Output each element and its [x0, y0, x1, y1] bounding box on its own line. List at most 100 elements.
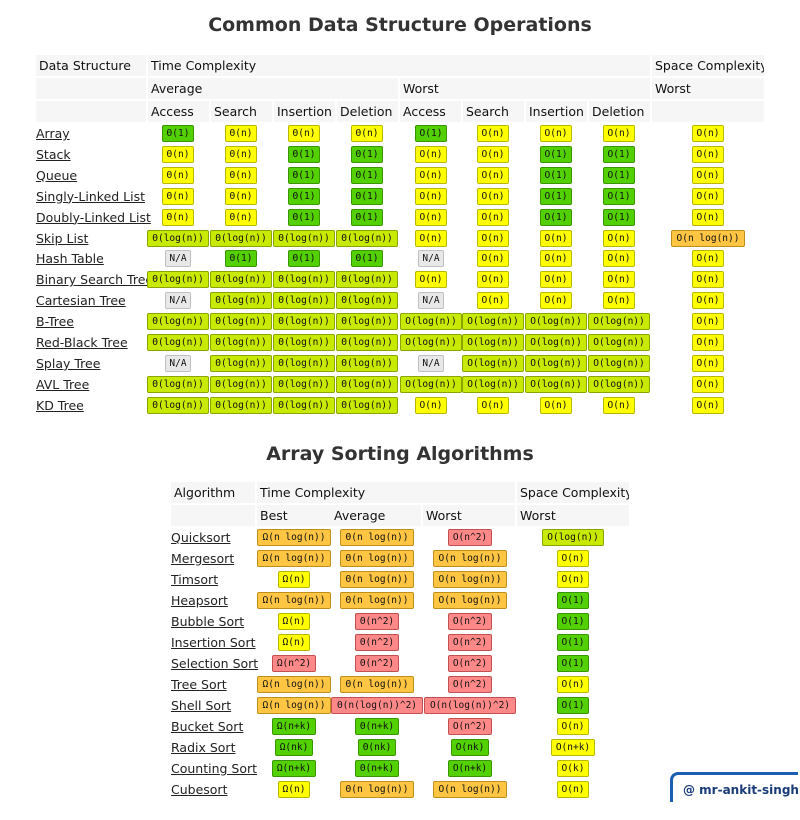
complexity-badge: Ω(n+k) — [272, 760, 316, 777]
complexity-badge: O(log(n)) — [525, 313, 587, 331]
ds-link-binary-search-tree[interactable]: Binary Search Tree — [36, 272, 154, 288]
sort-link-selection-sort[interactable]: Selection Sort — [171, 656, 259, 671]
complexity-badge: O(log(n)) — [462, 313, 524, 331]
complexity-badge: Θ(log(n)) — [210, 313, 272, 331]
complexity-badge: Θ(log(n)) — [147, 396, 209, 414]
complexity-badge: Θ(1) — [351, 187, 383, 205]
complexity-badge: Θ(log(n)) — [273, 334, 335, 351]
complexity-badge: Θ(n log(n)) — [340, 676, 414, 693]
sort-link-counting-sort[interactable]: Counting Sort — [171, 761, 258, 776]
ds-link-skip-list[interactable]: Skip List — [36, 230, 89, 246]
complexity-badge: O(log(n)) — [588, 354, 650, 372]
ds-link-b-tree[interactable]: B-Tree — [36, 314, 74, 330]
complexity-badge: O(n) — [540, 125, 572, 142]
complexity-badge: O(n) — [692, 313, 724, 331]
complexity-badge: O(1) — [540, 208, 572, 226]
ds-link-doubly-linked-list[interactable]: Doubly-Linked List — [36, 209, 151, 225]
complexity-badge: Θ(1) — [162, 125, 194, 142]
ds-link-splay-tree[interactable]: Splay Tree — [36, 355, 101, 371]
complexity-badge: O(log(n)) — [588, 375, 650, 393]
sort-link-bucket-sort[interactable]: Bucket Sort — [171, 719, 244, 734]
sort-header-space-complexity: Space Complexity — [517, 482, 629, 503]
complexity-badge: O(n) — [415, 208, 447, 226]
ds-link-cartesian-tree[interactable]: Cartesian Tree — [36, 293, 126, 309]
sort-header-average: Average — [331, 505, 421, 526]
ds-link-avl-tree[interactable]: AVL Tree — [36, 376, 90, 392]
complexity-badge: Θ(log(n)) — [273, 396, 335, 414]
complexity-badge: Θ(1) — [288, 166, 320, 184]
complexity-badge: Ω(n log(n)) — [257, 676, 331, 693]
sort-header-best: Best — [257, 505, 337, 526]
complexity-badge: O(log(n)) — [400, 334, 462, 351]
ds-link-hash-table[interactable]: Hash Table — [36, 251, 104, 267]
ds-header-worst: Worst — [400, 78, 650, 99]
complexity-badge: Θ(n) — [225, 125, 257, 142]
sort-link-shell-sort[interactable]: Shell Sort — [171, 698, 232, 713]
complexity-badge: O(n) — [692, 375, 724, 393]
complexity-badge: N/A — [418, 250, 444, 268]
complexity-badge: O(1) — [557, 613, 589, 630]
complexity-badge: O(n) — [603, 125, 635, 142]
ds-link-stack[interactable]: Stack — [36, 146, 71, 162]
complexity-badge: O(n log(n)) — [433, 571, 507, 588]
complexity-badge: O(n) — [603, 229, 635, 247]
complexity-badge: Θ(log(n)) — [273, 271, 335, 289]
sort-link-quicksort[interactable]: Quicksort — [171, 530, 231, 545]
sort-link-cubesort[interactable]: Cubesort — [171, 782, 228, 797]
complexity-badge: O(log(n)) — [525, 375, 587, 393]
complexity-badge: Ω(n) — [278, 571, 310, 588]
complexity-badge: Θ(log(n)) — [336, 375, 398, 393]
complexity-badge: Θ(log(n)) — [147, 334, 209, 351]
complexity-badge: Θ(log(n)) — [210, 396, 272, 414]
complexity-badge: Θ(n log(n)) — [340, 592, 414, 609]
complexity-badge: Θ(n^2) — [355, 613, 399, 630]
complexity-badge: Ω(n) — [278, 781, 310, 798]
complexity-badge: O(n+k) — [551, 739, 595, 756]
sort-link-tree-sort[interactable]: Tree Sort — [171, 677, 227, 692]
ds-header-op-search-worst: Search — [463, 101, 524, 122]
complexity-badge: Θ(1) — [288, 250, 320, 268]
ds-link-kd-tree[interactable]: KD Tree — [36, 397, 84, 413]
complexity-badge: Θ(log(n)) — [210, 229, 272, 247]
ds-link-red-black-tree[interactable]: Red-Black Tree — [36, 335, 128, 350]
complexity-badge: Θ(1) — [351, 166, 383, 184]
complexity-badge: O(log(n)) — [525, 354, 587, 372]
complexity-badge: O(n) — [415, 229, 447, 247]
ds-link-singly-linked-list[interactable]: Singly-Linked List — [36, 188, 146, 204]
complexity-badge: O(n) — [415, 187, 447, 205]
sort-link-insertion-sort[interactable]: Insertion Sort — [171, 635, 256, 650]
complexity-badge: O(n) — [540, 250, 572, 268]
ds-link-array[interactable]: Array — [36, 126, 70, 141]
complexity-badge: O(n) — [692, 334, 724, 351]
sort-link-radix-sort[interactable]: Radix Sort — [171, 740, 236, 755]
complexity-badge: O(n) — [692, 396, 724, 414]
complexity-badge: O(nk) — [451, 739, 489, 756]
complexity-badge: Θ(log(n)) — [336, 229, 398, 247]
sort-link-heapsort[interactable]: Heapsort — [171, 593, 228, 608]
complexity-badge: O(n) — [540, 229, 572, 247]
complexity-badge: Θ(nk) — [358, 739, 396, 756]
complexity-badge: O(n) — [540, 271, 572, 289]
complexity-badge: N/A — [418, 292, 444, 310]
ds-header-spacer — [36, 101, 146, 122]
complexity-badge: Θ(n) — [162, 208, 194, 226]
sort-link-bubble-sort[interactable]: Bubble Sort — [171, 614, 245, 629]
complexity-badge: Θ(1) — [351, 250, 383, 268]
sort-link-timsort[interactable]: Timsort — [171, 572, 219, 587]
complexity-badge: N/A — [165, 250, 191, 268]
complexity-badge: Θ(log(n)) — [336, 292, 398, 310]
complexity-badge: O(n) — [692, 354, 724, 372]
complexity-badge: Θ(1) — [288, 145, 320, 163]
complexity-badge: O(n) — [603, 250, 635, 268]
complexity-badge: O(n) — [557, 718, 589, 735]
complexity-badge: O(log(n)) — [462, 354, 524, 372]
ds-header-op-deletion-average: Deletion — [337, 101, 398, 122]
complexity-badge: Θ(n^2) — [355, 655, 399, 672]
complexity-badge: O(n^2) — [448, 613, 492, 630]
complexity-badge: O(n) — [603, 396, 635, 414]
complexity-badge: O(n^2) — [448, 676, 492, 693]
complexity-badge: O(n) — [557, 550, 589, 567]
sort-link-mergesort[interactable]: Mergesort — [171, 551, 235, 566]
sort-header-algorithm: Algorithm — [171, 482, 255, 503]
ds-link-queue[interactable]: Queue — [36, 167, 78, 183]
